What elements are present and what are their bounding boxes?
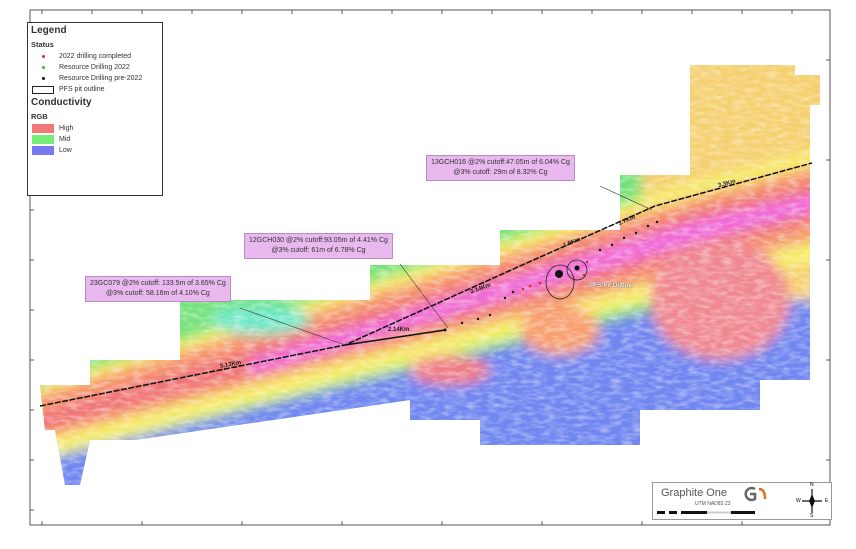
status-heading: Status	[31, 40, 54, 49]
graphite-one-logo-icon	[744, 486, 767, 502]
pit-label: PFS Pit Outline	[590, 283, 634, 289]
outline-swatch-icon	[32, 85, 54, 94]
traverse-line	[39, 162, 813, 407]
legend-item: Low	[32, 145, 162, 156]
map-frame	[29, 9, 831, 526]
pfs-pit-outline	[545, 259, 588, 300]
callout-leaders	[239, 185, 653, 346]
callout-23gc079: 23GC079 @2% cutoff: 133.5m of 3.65% Cg @3…	[85, 276, 231, 302]
legend-item: Resource Drilling 2022	[32, 62, 162, 73]
legend-title: Legend	[31, 25, 67, 36]
high-swatch-icon	[32, 124, 54, 133]
red-dot-icon	[42, 55, 45, 58]
green-dot-icon	[42, 66, 45, 69]
west-label: W	[796, 498, 801, 504]
scale-bar	[657, 511, 755, 514]
segment-label: 2.14Km	[388, 327, 410, 333]
legend-item: Resource Drilling pre-2022	[32, 73, 162, 84]
legend-item: High	[32, 123, 162, 134]
south-label: S	[810, 513, 814, 519]
map-legend: Legend Status 2022 drilling completed Re…	[27, 22, 163, 196]
callout-13gch016: 13GCH016 @2% cutoff:47.05m of 6.04% Cg @3…	[426, 155, 575, 181]
callout-12gch030: 12GCH030 @2% cutoff:93.05m of 4.41% Cg @3…	[244, 233, 393, 259]
traverse-line-segment	[344, 329, 446, 346]
drill-holes-2022	[521, 260, 589, 291]
legend-item: 2022 drilling completed	[32, 51, 162, 62]
rgb-heading: RGB	[31, 112, 48, 121]
projection-label: UTM NAD83 Z3	[695, 501, 731, 507]
brand-name: Graphite One	[661, 487, 728, 499]
title-block: Graphite One UTM NAD83 Z3 N W E S	[652, 482, 832, 520]
legend-item: PFS pit outline	[32, 84, 162, 95]
drill-holes-pre-2022	[443, 220, 659, 332]
low-swatch-icon	[32, 146, 54, 155]
mid-swatch-icon	[32, 135, 54, 144]
conductivity-heading: Conductivity	[31, 97, 92, 108]
north-label: N	[810, 482, 814, 488]
legend-item: Mid	[32, 134, 162, 145]
east-label: E	[825, 498, 829, 504]
black-dot-icon	[42, 77, 45, 80]
north-arrow-icon	[802, 489, 822, 513]
